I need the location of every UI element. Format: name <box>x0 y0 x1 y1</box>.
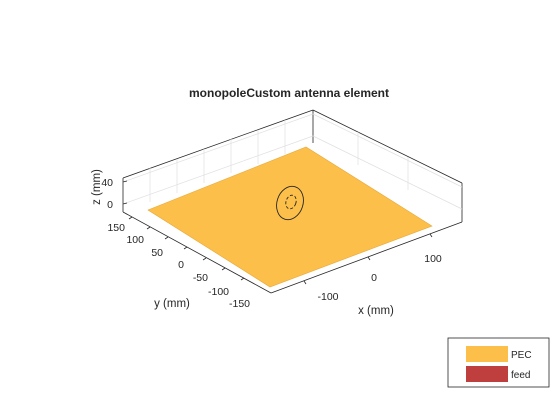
legend-label-pec: PEC <box>511 350 532 361</box>
y-axis-label: y (mm) <box>154 298 190 310</box>
grid-lines <box>122 113 463 210</box>
tick <box>122 202 128 205</box>
axes-box <box>122 109 463 294</box>
z-tick-label: 40 <box>101 177 113 189</box>
legend-label-feed: feed <box>511 370 530 381</box>
y-tick-label: -50 <box>193 272 208 284</box>
legend-swatch-pec <box>466 346 508 362</box>
tick <box>164 236 169 240</box>
y-tick-label: -150 <box>229 298 250 310</box>
tick <box>183 246 188 250</box>
grid-line <box>122 113 314 183</box>
x-tick-label: 0 <box>371 272 377 284</box>
z-tick-label: 0 <box>107 199 113 211</box>
axis-edge-back-left <box>122 109 314 179</box>
outer-ring <box>276 185 304 221</box>
tick <box>221 267 226 271</box>
tick <box>367 256 371 261</box>
y-tick-label: 50 <box>151 247 163 259</box>
legend-swatch-feed <box>466 366 508 382</box>
tick <box>122 180 128 183</box>
x-tick-label: -100 <box>317 291 338 303</box>
y-tick-label: 100 <box>126 234 144 246</box>
grid-line <box>312 113 463 188</box>
tick <box>202 257 207 261</box>
inner-ring <box>285 194 297 210</box>
y-tick-label: 150 <box>107 222 125 234</box>
plot-title: monopoleCustom antenna element <box>189 86 389 100</box>
tick-marks <box>122 180 433 285</box>
ground-plane <box>147 146 433 288</box>
antenna-element <box>276 185 304 221</box>
tick <box>240 277 245 281</box>
y-tick-label: -100 <box>208 286 229 298</box>
x-axis-label: x (mm) <box>358 305 394 317</box>
axis-edge-back-right <box>312 109 463 184</box>
y-tick-label: 0 <box>178 259 184 271</box>
tick <box>146 226 151 230</box>
grid-line <box>122 135 314 205</box>
x-tick-label: 100 <box>424 253 442 265</box>
legend: PEC feed <box>447 337 550 388</box>
tick <box>429 233 433 238</box>
z-axis-label: z (mm) <box>91 169 103 205</box>
grid-line <box>312 135 463 210</box>
tick <box>303 280 307 285</box>
axis-edge-front-left <box>122 211 272 294</box>
axis-edge-front-right <box>270 221 463 294</box>
tick <box>128 216 133 220</box>
